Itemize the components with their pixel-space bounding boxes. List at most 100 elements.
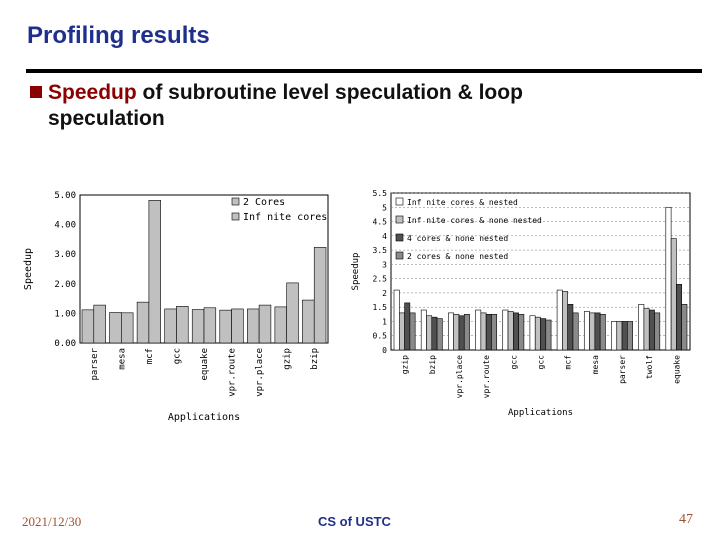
x-tick-label: gcc [537,355,546,370]
bar [611,321,618,351]
x-tick-label: vpr.place [255,348,265,397]
x-tick-label: mesa [591,355,600,374]
y-tick-label: 0.00 [54,339,76,349]
legend-label: Inf nite cores & none nested [407,216,542,225]
x-tick-label: gcc [172,348,182,364]
bar [583,311,590,351]
y-tick-label: 1 [382,317,387,326]
y-tick-label: 2.5 [373,275,388,284]
bullet-point: Speedup of subroutine level speculation … [30,80,670,106]
bar [572,312,579,351]
bar [453,314,460,351]
x-tick-label: vpr.route [482,355,491,399]
y-tick-label: 4.00 [54,221,76,231]
slide-title: Profiling results [27,22,210,49]
bar [393,289,400,351]
bar [589,312,596,351]
bar [491,314,498,351]
legend-swatch [395,233,404,242]
bar [203,307,217,344]
x-tick-label: bzip [428,355,437,374]
bar [93,304,106,344]
bar [648,309,655,351]
bar [463,314,470,351]
x-tick-label: gzip [283,348,293,370]
bar [676,284,683,351]
bar [627,321,633,351]
bullet-line2: speculation [48,107,165,130]
bar [502,309,509,351]
y-tick-label: 3 [382,260,387,269]
y-tick-label: 5.5 [373,189,388,198]
legend-swatch [231,212,240,221]
x-tick-label: twolf [645,355,654,379]
bar [485,314,492,351]
y-axis-label: Speedup [23,248,34,290]
y-tick-label: 3.00 [54,250,76,260]
y-tick-label: 1.00 [54,309,76,319]
bar [448,312,454,351]
bar [545,319,552,351]
x-tick-label: equake [200,348,210,381]
bar [654,312,661,351]
page-number: 47 [679,512,693,527]
y-tick-label: 0.5 [373,332,388,341]
bar [475,309,482,351]
bar [621,321,628,351]
bar [594,312,601,351]
bar [431,316,438,351]
bar [616,321,623,351]
x-tick-label: parser [90,347,100,380]
x-tick-label: bzip [310,348,320,370]
bar [529,315,536,351]
legend-label: 2 Cores [243,197,285,208]
bar [398,312,405,351]
y-tick-label: 4.5 [373,218,388,227]
legend-label: Inf nite cores [243,212,327,223]
x-tick-label: mcf [564,355,573,370]
bar [313,247,327,344]
legend-swatch [395,215,404,224]
legend-swatch [231,197,240,206]
legend-label: Inf nite cores & nested [407,198,518,207]
bar [436,318,443,351]
bar [286,282,299,344]
bar [665,206,672,351]
bar [231,308,244,344]
bar [638,304,645,351]
bar [567,304,574,351]
bar [507,311,514,351]
bar [480,312,487,351]
x-tick-label: gcc [509,355,518,370]
x-tick-label: mesa [117,348,127,370]
bullet-highlight: Speedup [48,81,137,104]
bar [404,302,411,351]
bar [534,316,541,351]
bullet-square-icon [30,86,42,98]
x-tick-label: equake [672,355,681,384]
y-tick-label: 0 [382,346,387,355]
bar [670,238,677,351]
y-tick-label: 2 [382,289,387,298]
title-rule [26,69,702,73]
bar [540,318,547,351]
x-axis-label: Applications [168,412,240,423]
legend-swatch [395,251,404,260]
bar [562,291,568,351]
y-tick-label: 5.00 [54,191,76,201]
y-tick-label: 1.5 [373,303,388,312]
y-tick-label: 3.5 [373,246,388,255]
y-tick-label: 2.00 [54,280,76,290]
bar [599,314,606,351]
bar [420,309,427,351]
bullet-text: Speedup of subroutine level speculation … [48,81,523,104]
bar [458,315,465,351]
bar [426,315,433,351]
bar [409,312,416,351]
x-tick-label: mcf [145,348,155,364]
footer-center: CS of USTC [318,514,391,529]
bar [258,304,272,344]
x-axis-label: Applications [508,408,573,418]
bar [121,312,134,344]
